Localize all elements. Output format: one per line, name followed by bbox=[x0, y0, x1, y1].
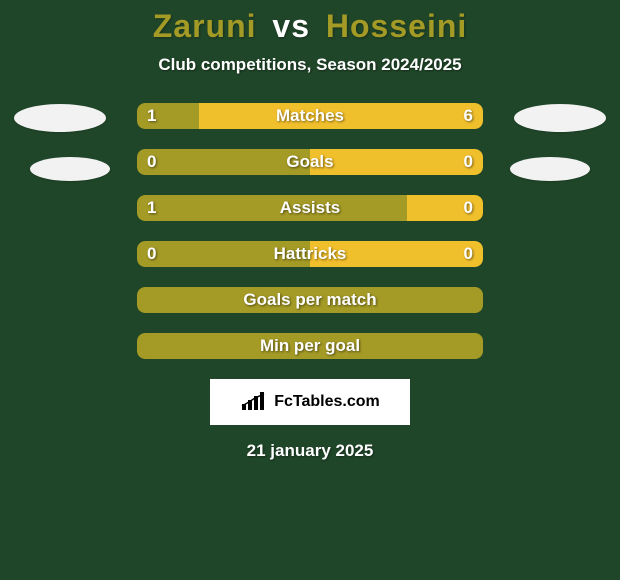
bar-right-value: 0 bbox=[464, 241, 473, 267]
stat-bar: Goals per match bbox=[137, 287, 483, 313]
bar-right-value: 0 bbox=[464, 195, 473, 221]
bar-label: Hattricks bbox=[137, 241, 483, 267]
logo-box: FcTables.com bbox=[210, 379, 410, 425]
comparison-infographic: Zaruni vs Hosseini Club competitions, Se… bbox=[0, 0, 620, 580]
subtitle-text: Club competitions, Season 2024/2025 bbox=[0, 55, 620, 75]
stat-bar: Assists1 0 bbox=[137, 195, 483, 221]
stat-bar: Matches1 6 bbox=[137, 103, 483, 129]
bar-label: Goals bbox=[137, 149, 483, 175]
chart-icon bbox=[240, 392, 268, 412]
bar-label: Matches bbox=[137, 103, 483, 129]
logo-text: FcTables.com bbox=[274, 393, 380, 411]
stat-rows: Matches16Goals00Assists10Hattricks00Goal… bbox=[137, 103, 483, 359]
vs-text: vs bbox=[272, 8, 310, 44]
bar-label: Goals per match bbox=[137, 287, 483, 313]
title-row: Zaruni vs Hosseini bbox=[0, 0, 620, 45]
bar-left-value: 1 bbox=[147, 103, 156, 129]
bar-label: Assists bbox=[137, 195, 483, 221]
bar-right-value: 0 bbox=[464, 149, 473, 175]
stat-bar: Hattricks0 0 bbox=[137, 241, 483, 267]
date-text: 21 january 2025 bbox=[0, 441, 620, 461]
stats-area: Matches16Goals00Assists10Hattricks00Goal… bbox=[0, 103, 620, 359]
bar-right-value: 6 bbox=[464, 103, 473, 129]
player1-badge-top bbox=[14, 104, 106, 132]
stat-bar: Goals0 0 bbox=[137, 149, 483, 175]
player1-name: Zaruni bbox=[153, 8, 257, 44]
bar-label: Min per goal bbox=[137, 333, 483, 359]
player1-badge-bottom bbox=[30, 157, 110, 181]
bar-left-value: 0 bbox=[147, 241, 156, 267]
stat-bar: Min per goal bbox=[137, 333, 483, 359]
player2-badge-top bbox=[514, 104, 606, 132]
player2-badge-bottom bbox=[510, 157, 590, 181]
player2-name: Hosseini bbox=[326, 8, 467, 44]
bar-left-value: 0 bbox=[147, 149, 156, 175]
bar-left-value: 1 bbox=[147, 195, 156, 221]
